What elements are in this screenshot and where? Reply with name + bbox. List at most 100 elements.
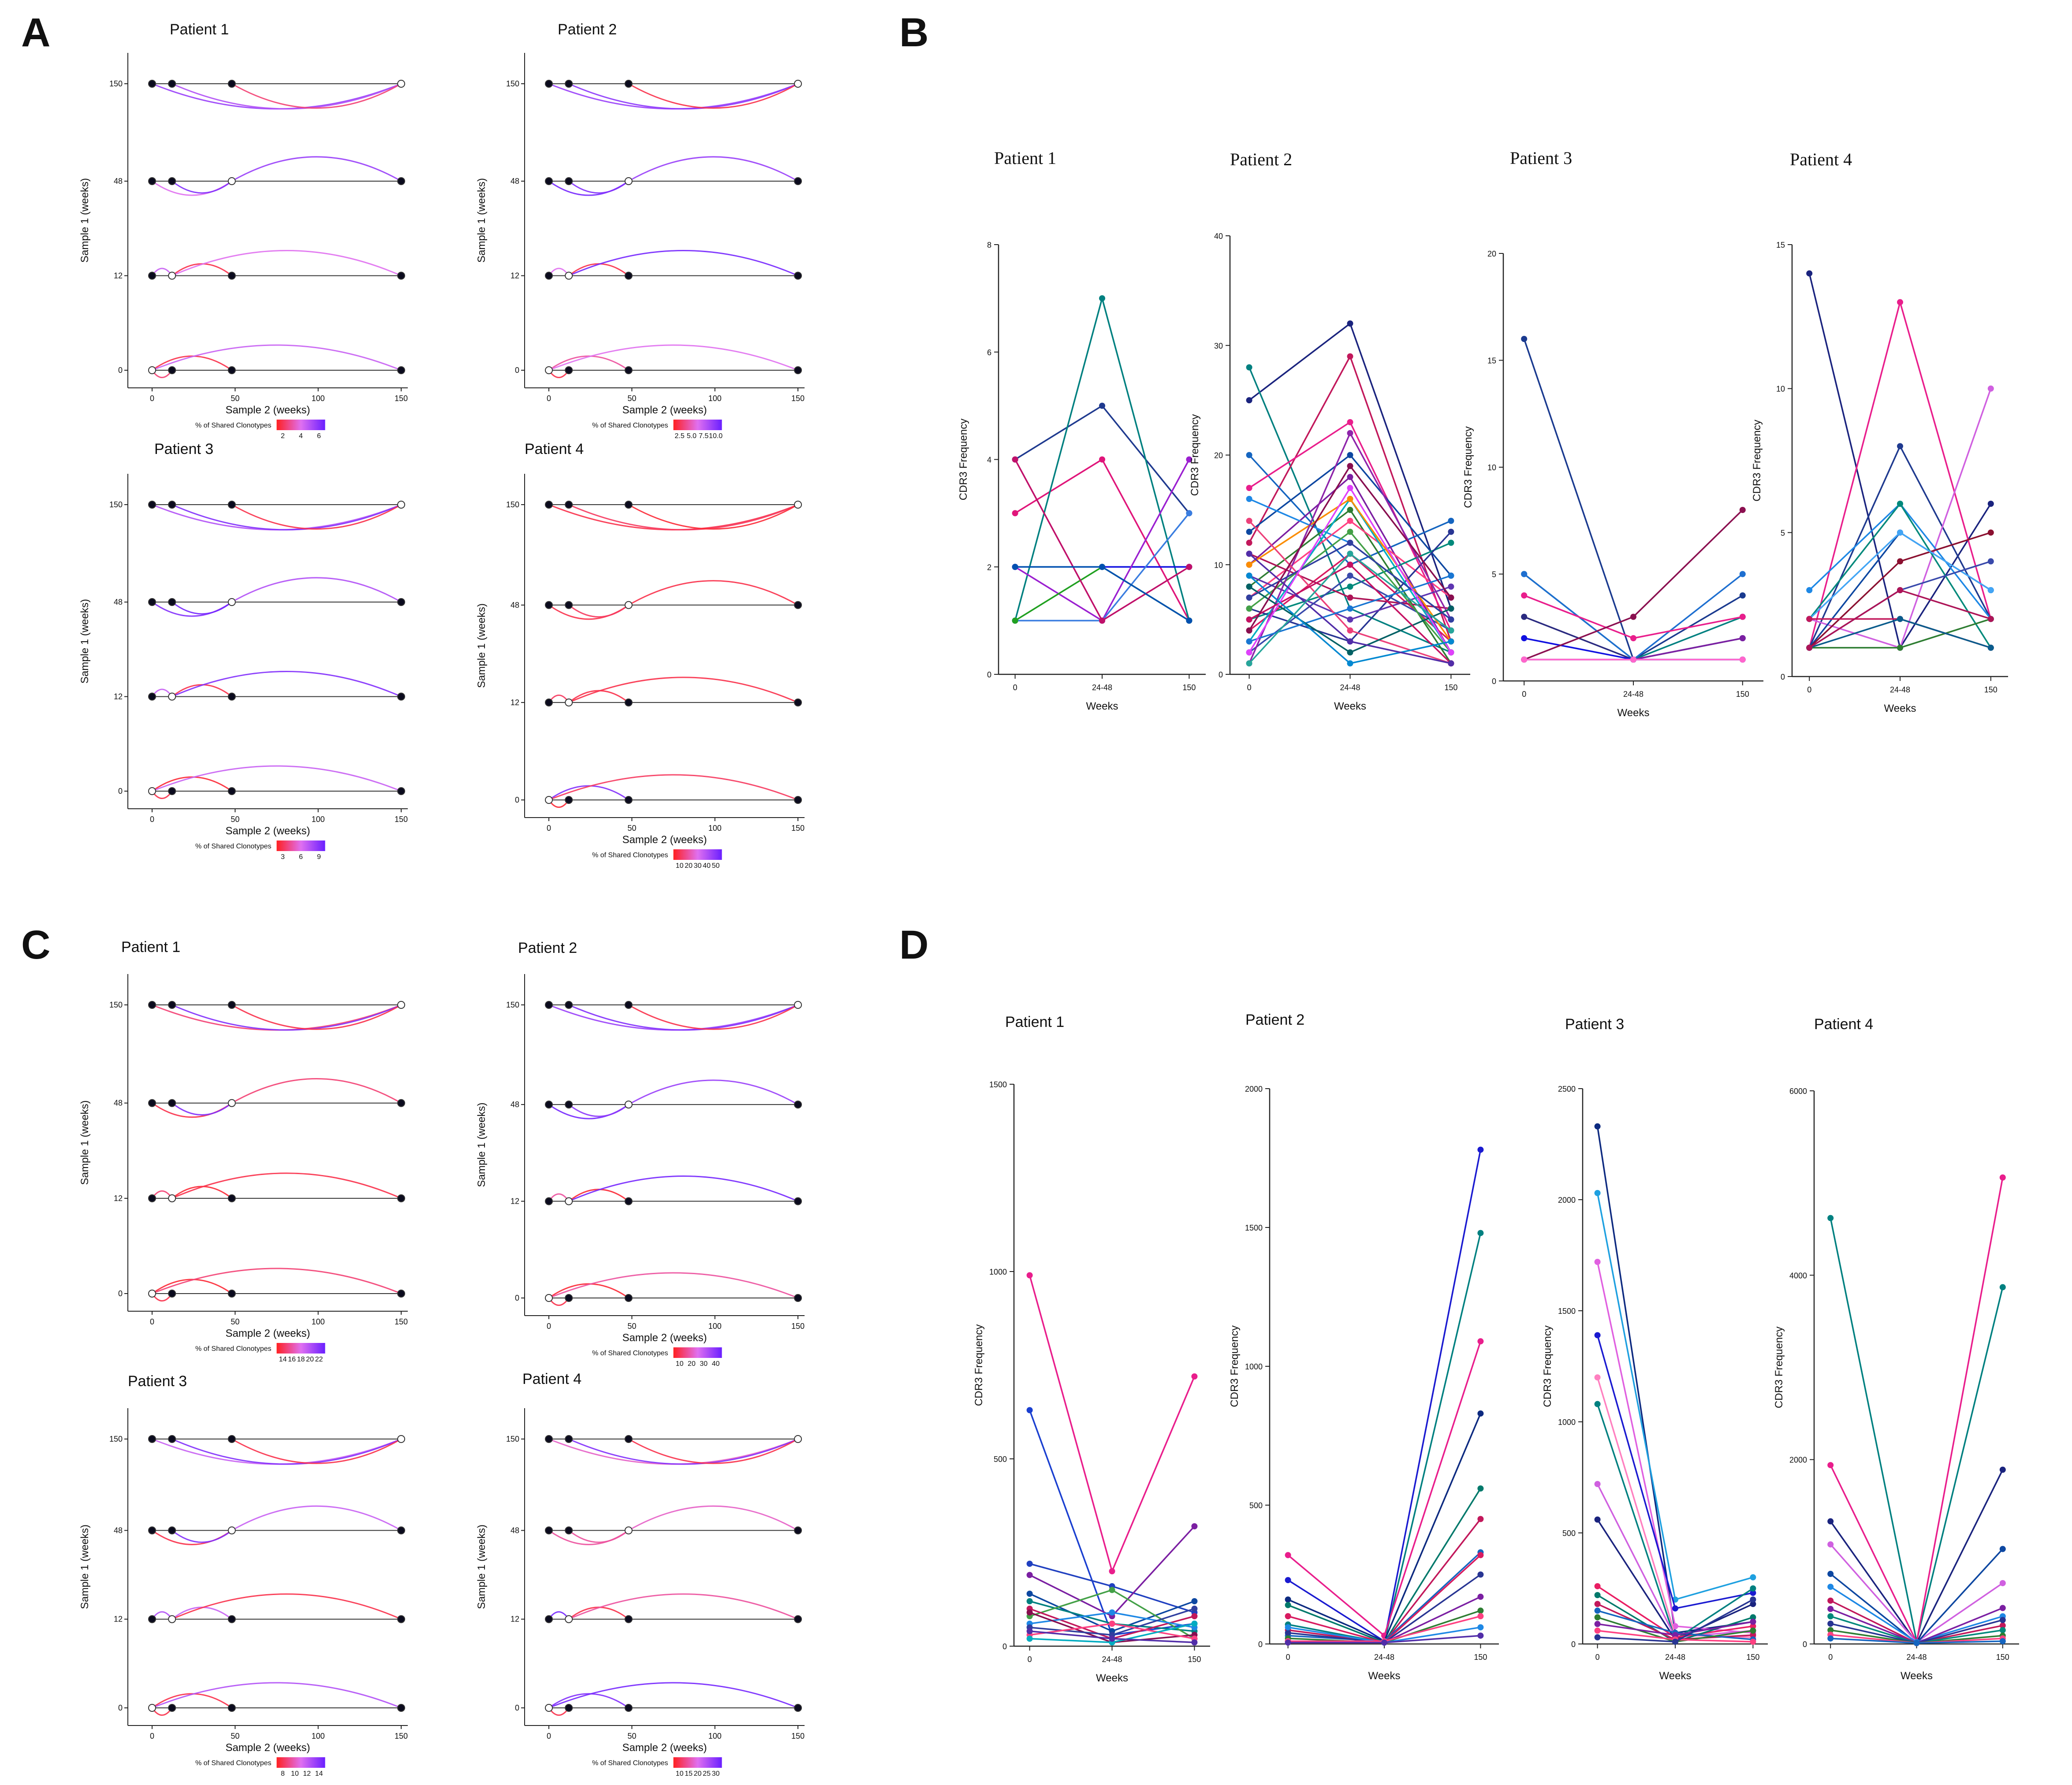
y-tick-label: 2500 (1558, 1085, 1576, 1093)
y-tick-label: 0 (1219, 670, 1223, 679)
data-point (1477, 1593, 1484, 1600)
y-axis-label: CDR3 Frequency (1462, 426, 1474, 508)
y-tick-label: 2000 (1558, 1196, 1576, 1205)
data-point (1347, 660, 1353, 667)
data-point (1897, 644, 1903, 651)
data-point (1739, 635, 1746, 641)
y-axis-label: CDR3 Frequency (1542, 1325, 1554, 1407)
data-point (1191, 1621, 1198, 1627)
x-tick-label: 150 (1444, 683, 1457, 692)
sample-node (545, 1197, 553, 1205)
shared-clonotype-arc (568, 504, 798, 531)
x-tick-label: 0 (1522, 690, 1526, 699)
legend-label: % of Shared Clonotypes (592, 1759, 668, 1767)
sample-node (545, 601, 553, 609)
legend-colorbar (673, 420, 722, 430)
data-point (1448, 616, 1454, 623)
sample-node (227, 1290, 236, 1298)
y-tick-label: 48 (114, 1526, 123, 1535)
shared-clonotype-arc (568, 1004, 798, 1031)
data-point (1750, 1601, 1756, 1607)
y-tick-label: 1000 (989, 1268, 1007, 1276)
data-point (1897, 501, 1903, 507)
sample-node (397, 1704, 405, 1712)
data-point (1827, 1215, 1834, 1221)
data-point (1347, 594, 1353, 601)
data-point (1999, 1580, 2006, 1586)
x-axis-label: Weeks (1617, 707, 1650, 719)
sample-node (565, 1435, 573, 1443)
y-axis-label: Sample 1 (weeks) (476, 178, 488, 263)
series-line (1524, 637, 1743, 661)
y-axis-label: Sample 1 (weeks) (79, 599, 91, 684)
x-tick-label: 100 (708, 1732, 722, 1740)
y-tick-label: 10 (1776, 385, 1785, 394)
shared-clonotype-arc (548, 774, 798, 801)
line-subplot-1: Patient 1 0 2 4 6 8 0 24-48 150 Weeks CDR3 Frequen… (958, 148, 1206, 712)
data-point (1594, 1190, 1601, 1196)
data-point (1099, 295, 1105, 301)
shared-clonotype-arc (231, 1004, 402, 1030)
sample-node (397, 1615, 405, 1623)
data-point (1806, 616, 1813, 622)
data-point (1109, 1587, 1115, 1593)
arc-subplot-4: Patient 4 0 50 100 150 0 12 48 150 Sample 2 (week… (476, 1371, 805, 1778)
reference-node (624, 1526, 633, 1535)
y-tick-label: 48 (114, 1099, 123, 1108)
series-line (1597, 1519, 1754, 1641)
data-point (1099, 402, 1105, 409)
y-tick-label: 8 (987, 241, 991, 249)
y-tick-label: 0 (1781, 673, 1785, 681)
series-line (1014, 566, 1190, 621)
reference-node (168, 271, 176, 280)
sample-node (397, 787, 405, 795)
reference-node (397, 501, 405, 509)
x-tick-label: 100 (312, 394, 325, 403)
y-tick-label: 500 (1562, 1529, 1576, 1538)
data-point (1827, 1613, 1834, 1620)
data-point (1594, 1516, 1601, 1523)
data-point (1987, 644, 1994, 651)
subplot-title: Patient 4 (1814, 1016, 1873, 1033)
subplot-title: Patient 3 (1565, 1016, 1624, 1033)
y-tick-label: 150 (506, 500, 519, 509)
x-axis-label: Weeks (1368, 1670, 1401, 1682)
data-point (1594, 1592, 1601, 1599)
data-point (1191, 1373, 1198, 1380)
shared-clonotype-arc (171, 263, 232, 276)
sample-node (168, 177, 176, 185)
y-tick-label: 48 (114, 177, 123, 186)
shared-clonotype-arc (568, 604, 629, 618)
series-line (1029, 1275, 1196, 1574)
x-axis-label: Weeks (1659, 1670, 1692, 1682)
shared-clonotype-arc (628, 504, 798, 530)
legend-tick: 30 (712, 1770, 720, 1778)
sample-node (545, 501, 553, 509)
shared-clonotype-arc (548, 1272, 798, 1299)
sample-node (545, 1526, 553, 1535)
shared-clonotype-arc (171, 180, 232, 194)
y-axis-label: CDR3 Frequency (1751, 420, 1763, 501)
data-point (1594, 1621, 1601, 1627)
line-subplot-4: Patient 4 0 2000 4000 6000 0 24-48 150 Weeks CDR3… (1773, 1016, 2019, 1682)
data-point (1827, 1541, 1834, 1548)
y-tick-label: 6000 (1789, 1087, 1807, 1096)
shared-clonotype-arc (171, 1004, 402, 1031)
x-tick-label: 50 (627, 1732, 636, 1740)
series-line (1808, 299, 1992, 648)
y-tick-label: 0 (515, 1294, 519, 1302)
x-tick-label: 150 (1736, 690, 1749, 699)
legend-colorbar (276, 1757, 325, 1768)
sample-node (148, 598, 156, 606)
data-point (1987, 616, 1994, 622)
reference-node (545, 1704, 553, 1712)
data-point (1285, 1552, 1291, 1558)
subplot-title: Patient 1 (121, 939, 180, 956)
sample-node (624, 501, 633, 509)
data-point (1594, 1374, 1601, 1381)
data-point (1521, 571, 1528, 577)
data-point (1448, 584, 1454, 590)
data-point (1246, 452, 1252, 458)
